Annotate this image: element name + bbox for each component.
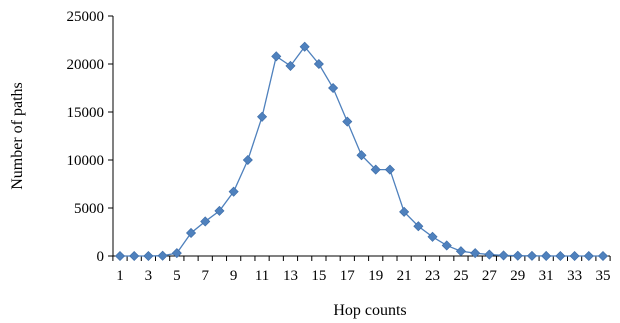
data-point-marker (597, 250, 609, 262)
x-tick-label: 27 (482, 268, 498, 284)
data-point-marker (271, 51, 282, 62)
x-tick-label: 7 (201, 268, 209, 284)
data-point-marker (541, 250, 552, 261)
axes (112, 16, 610, 257)
x-tick-label: 3 (145, 268, 153, 284)
x-tick-label: 11 (255, 268, 269, 284)
data-point-marker (313, 58, 324, 70)
data-point-marker (186, 227, 197, 238)
data-point-marker (143, 250, 154, 262)
data-point-marker (484, 249, 495, 260)
x-axis-ticks: 1 3 5 7 9 11 13 15 17 19 21 23 25 27 29 31 33 35 (112, 256, 611, 284)
data-point-marker (356, 150, 367, 161)
data-point-marker (370, 164, 381, 175)
data-point-marker (257, 111, 268, 122)
x-tick-label: 21 (397, 268, 412, 284)
data-point-marker (129, 250, 140, 262)
x-tick-label: 9 (230, 268, 238, 284)
y-tick-label: 0 (97, 249, 105, 265)
x-tick-label: 31 (539, 268, 554, 284)
data-point-marker (583, 250, 594, 262)
y-tick-label: 20000 (67, 57, 105, 73)
data-point-marker (114, 250, 126, 262)
data-point-marker (512, 250, 523, 261)
data-point-marker (413, 221, 424, 232)
y-tick-label: 10000 (67, 153, 105, 169)
data-point-marker (455, 246, 466, 257)
x-tick-label: 35 (596, 268, 611, 284)
data-point-marker (342, 116, 353, 127)
data-point-marker (299, 41, 310, 52)
y-axis-ticks: 0 5000 10000 15000 20000 25000 (67, 9, 113, 265)
data-point-marker (228, 186, 239, 197)
x-tick-label: 5 (173, 268, 181, 284)
data-point-marker (171, 248, 182, 259)
x-tick-label: 1 (116, 268, 124, 284)
data-point-marker (214, 205, 225, 216)
data-point-marker (200, 216, 211, 227)
data-point-marker (569, 250, 580, 262)
data-point-marker (328, 82, 339, 94)
data-point-marker (498, 250, 509, 261)
data-point-marker (157, 250, 168, 261)
data-point-marker (242, 154, 253, 166)
x-axis-title: Hop counts (333, 302, 406, 319)
data-point-marker (470, 248, 481, 259)
data-point-marker (441, 240, 452, 251)
data-point-marker (427, 231, 438, 242)
y-tick-label: 15000 (67, 105, 105, 121)
data-point-marker (526, 250, 537, 261)
y-tick-label: 5000 (74, 201, 104, 217)
series-group (114, 41, 609, 262)
x-tick-label: 17 (340, 268, 356, 284)
x-tick-label: 13 (283, 268, 298, 284)
x-tick-label: 15 (311, 268, 326, 284)
y-axis-title: Number of paths (9, 82, 26, 190)
x-tick-label: 29 (510, 268, 525, 284)
data-point-marker (399, 206, 410, 217)
data-point-marker (285, 60, 296, 71)
x-tick-label: 33 (567, 268, 582, 284)
x-tick-label: 19 (368, 268, 383, 284)
x-tick-label: 25 (453, 268, 468, 284)
x-tick-label: 23 (425, 268, 440, 284)
data-point-marker (555, 250, 566, 262)
data-point-marker (384, 164, 395, 175)
y-tick-label: 25000 (67, 9, 105, 25)
